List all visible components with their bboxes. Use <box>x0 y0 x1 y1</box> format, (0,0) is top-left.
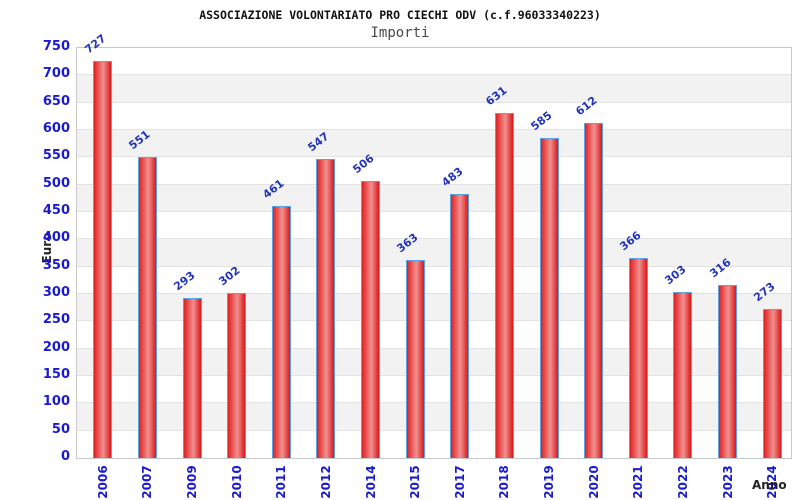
y-tick-label: 50 <box>51 421 70 437</box>
y-tick-label: 200 <box>42 339 70 355</box>
bar-2012 <box>316 158 336 458</box>
bar-2014 <box>361 181 381 458</box>
x-tick-label: 2015 <box>408 465 423 499</box>
grid-band <box>77 212 791 240</box>
x-tick-label: 2009 <box>185 465 200 499</box>
chart-title: ASSOCIAZIONE VOLONTARIATO PRO CIECHI ODV… <box>199 8 601 22</box>
bar-2023 <box>718 285 738 458</box>
bar-2009 <box>182 297 202 458</box>
x-tick-label: 2006 <box>95 465 110 499</box>
bar-2020 <box>584 123 604 458</box>
y-tick-label: 700 <box>42 66 70 82</box>
y-tick-label: 550 <box>42 148 70 164</box>
bar-2011 <box>271 205 291 458</box>
x-tick-label: 2017 <box>452 465 467 499</box>
grid-band <box>77 184 791 212</box>
bar-2017 <box>450 193 470 458</box>
x-tick-label: 2021 <box>631 465 646 499</box>
plot-area: 727 551 293 302 461 547 506 363 483 631 585 612 366 3… <box>76 31 792 459</box>
y-tick-label: 100 <box>42 394 70 410</box>
y-tick-label: 350 <box>42 257 70 273</box>
bar-2007 <box>137 156 157 458</box>
bar-2010 <box>227 292 247 458</box>
y-tick-label: 600 <box>42 121 70 136</box>
grid-band <box>77 130 791 158</box>
x-axis-title: Anno <box>752 478 787 492</box>
bar-2018 <box>494 113 514 458</box>
grid-band <box>77 239 791 267</box>
grid-band <box>77 75 791 103</box>
grid-band <box>77 266 791 294</box>
x-tick-label: 2023 <box>720 465 735 499</box>
chart-subtitle: Importi <box>370 25 430 41</box>
grid-band <box>77 102 791 130</box>
x-tick-label: 2010 <box>229 465 244 499</box>
x-tick-label: 2007 <box>140 465 155 499</box>
grid-band <box>77 48 791 76</box>
y-tick-label: 450 <box>42 203 70 218</box>
y-tick-label: 500 <box>42 175 70 191</box>
bar-2006 <box>93 60 113 458</box>
x-tick-label: 2019 <box>542 465 557 499</box>
x-tick-label: 2022 <box>675 465 690 499</box>
x-tick-label: 2020 <box>586 465 601 499</box>
x-tick-label: 2011 <box>274 465 289 499</box>
x-tick-label: 2014 <box>363 465 378 499</box>
y-tick-label: 400 <box>42 230 70 246</box>
y-tick-label: 750 <box>42 39 70 54</box>
x-tick-label: 2018 <box>497 465 512 499</box>
y-tick-label: 650 <box>42 93 70 109</box>
grid-band <box>77 157 791 185</box>
y-tick-label: 150 <box>42 367 70 382</box>
bar-2022 <box>673 292 693 458</box>
bar-2024 <box>762 308 782 458</box>
y-tick-label: 250 <box>42 312 70 328</box>
y-tick-label: 0 <box>60 449 70 464</box>
bar-2019 <box>539 138 559 458</box>
x-tick-label: 2012 <box>318 465 333 499</box>
y-tick-label: 300 <box>42 285 70 300</box>
bar-2021 <box>628 257 648 458</box>
bar-2015 <box>405 259 425 458</box>
